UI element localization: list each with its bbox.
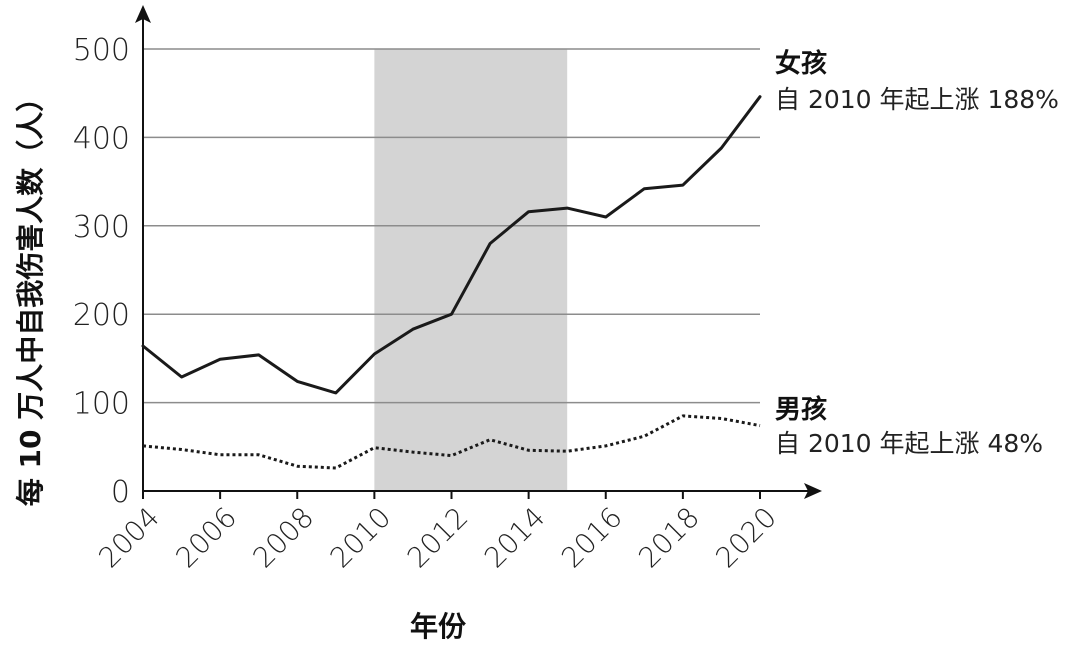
y-axis-arrow xyxy=(135,5,151,23)
y-tick-label: 0 xyxy=(111,475,130,510)
x-tick-label: 2020 xyxy=(709,501,783,575)
series-lines xyxy=(141,95,762,470)
axes xyxy=(135,5,822,499)
x-tick-label: 2004 xyxy=(92,501,166,575)
y-axis-title: 每 10 万人中自我伤害人数（人） xyxy=(14,84,47,506)
y-tick-labels: 0 100 200 300 400 500 xyxy=(73,33,130,510)
x-tick-labels: 2004 2006 2008 2010 2012 2014 2016 2018 2020 xyxy=(92,491,783,574)
x-tick-label: 2016 xyxy=(555,501,629,575)
series-line-boys xyxy=(142,414,761,470)
x-tick-label: 2012 xyxy=(401,501,475,575)
y-tick-label: 500 xyxy=(73,33,130,68)
x-tick-label: 2008 xyxy=(246,501,320,575)
series-name-label: 女孩 xyxy=(775,48,827,79)
x-tick-label: 2018 xyxy=(632,501,706,575)
series-name-label: 男孩 xyxy=(775,394,827,425)
series-note-label: 自 2010 年起上涨 48% xyxy=(775,429,1043,458)
series-note-label: 自 2010 年起上涨 188% xyxy=(775,85,1059,114)
y-tick-label: 300 xyxy=(73,210,130,245)
highlight-band-group xyxy=(374,49,568,491)
x-tick-label: 2010 xyxy=(324,501,398,575)
y-tick-label: 200 xyxy=(73,298,130,333)
x-axis-arrow xyxy=(804,483,822,499)
series-labels: 女孩自 2010 年起上涨 188% 男孩自 2010 年起上涨 48% xyxy=(775,48,1059,458)
series-line-girls xyxy=(141,95,762,395)
gridlines xyxy=(143,48,760,404)
y-tick-label: 400 xyxy=(73,121,130,156)
highlight-band xyxy=(374,49,568,491)
x-axis-title: 年份 xyxy=(410,610,466,643)
x-tick-label: 2014 xyxy=(478,501,552,575)
x-tick-label: 2006 xyxy=(169,501,243,575)
y-tick-label: 100 xyxy=(73,387,130,422)
